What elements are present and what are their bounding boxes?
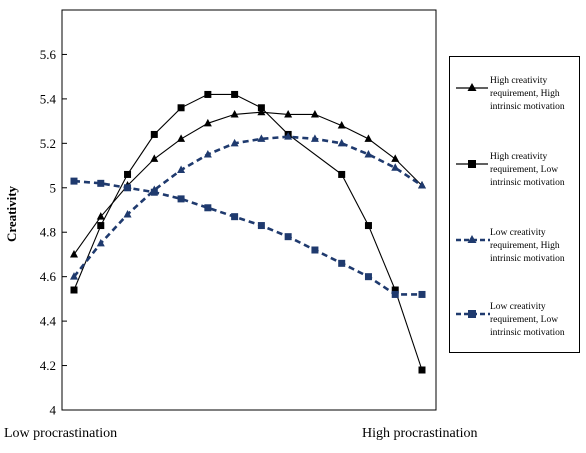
series-3-point (123, 209, 132, 218)
series-4-point (177, 195, 185, 203)
series-1-point (96, 212, 105, 220)
series-2-point (364, 222, 372, 230)
series-2-point (150, 130, 158, 138)
series-line-3 (72, 135, 423, 278)
series-4-point (284, 233, 292, 241)
series-1-point (150, 154, 159, 162)
y-tick-label: 5.2 (40, 136, 56, 151)
legend: High creativity requirement, High intrin… (449, 56, 580, 353)
series-1-point (364, 134, 373, 142)
y-tick-label: 4.8 (40, 225, 56, 240)
series-1-point (70, 249, 78, 258)
legend-item-low-req-high-motivation: Low creativity requirement, High intrins… (450, 223, 581, 283)
y-axis-label: Creativity (4, 185, 19, 242)
series-2-point (124, 170, 132, 178)
series-4-point (150, 188, 158, 196)
legend-label-high-req-high-motivation: High creativity requirement, High intrin… (490, 76, 565, 112)
legend-swatch-solid-square (456, 160, 488, 168)
series-1-point (391, 154, 400, 162)
series-1-point (230, 109, 239, 118)
x-tick-label-high: High procrastination (362, 426, 477, 441)
series-3-point (70, 272, 78, 280)
x-tick-label-low: Low procrastination (4, 426, 117, 441)
legend-item-low-req-low-motivation: Low creativity requirement, Low intrinsi… (450, 297, 581, 357)
series-3-point (391, 163, 400, 171)
series-4-point (338, 259, 346, 267)
series-1-point (203, 118, 212, 127)
legend-swatch-solid-triangle (456, 83, 488, 91)
series-line-1 (73, 111, 423, 255)
series-3-point (310, 134, 319, 142)
series-1-point (284, 109, 293, 118)
series-4-point (97, 179, 105, 187)
series-3-point (364, 149, 373, 158)
legend-swatch-dashed-triangle (456, 235, 490, 243)
series-1-point (177, 134, 186, 142)
y-tick-label: 4.4 (40, 314, 57, 329)
legend-label-high-req-low-motivation: High creativity requirement, Low intrins… (490, 152, 565, 188)
series-3-point (203, 149, 212, 158)
y-tick-label: 5.6 (40, 47, 57, 62)
series-layer (70, 90, 426, 374)
series-2-point (97, 222, 105, 230)
y-tick-label: 4.6 (40, 269, 57, 284)
series-4-point (311, 246, 319, 254)
series-4-point (418, 290, 426, 298)
series-4-point (231, 213, 239, 221)
series-4-point (391, 290, 399, 298)
series-2-point (338, 170, 346, 178)
series-3-point (337, 138, 346, 147)
series-3-point (257, 134, 266, 142)
legend-label-low-req-high-motivation: Low creativity requirement, High intrins… (490, 228, 565, 264)
series-4-point (257, 222, 265, 230)
series-4-point (364, 273, 372, 281)
y-tick-label: 4 (50, 403, 57, 418)
y-axis-ticks: 4 4.2 4.4 4.6 4.8 5 5.2 5.4 5.6 (40, 47, 67, 418)
series-1-point (257, 107, 266, 116)
legend-item-high-req-high-motivation: High creativity requirement, High intrin… (450, 71, 581, 131)
series-4-point (204, 204, 212, 212)
series-line-2 (73, 93, 423, 371)
series-4-point (70, 177, 78, 185)
series-2-point (231, 90, 239, 98)
y-tick-label: 5.4 (40, 91, 57, 106)
series-2-point (391, 286, 399, 294)
series-3-point (418, 181, 426, 189)
legend-label-low-req-low-motivation: Low creativity requirement, Low intrinsi… (490, 302, 565, 338)
series-2-point (70, 286, 78, 294)
series-2-point (177, 104, 185, 112)
plot-area-frame (61, 9, 437, 411)
series-3-point (230, 138, 239, 147)
series-1-point (310, 109, 319, 118)
series-2-point (204, 90, 212, 98)
series-1-point (337, 121, 346, 129)
series-2-point (418, 366, 426, 374)
series-3-point (96, 238, 105, 247)
legend-swatch-dashed-square (456, 310, 490, 318)
series-3-point (284, 132, 293, 140)
series-3-point (177, 165, 186, 173)
legend-item-high-req-low-motivation: High creativity requirement, Low intrins… (450, 147, 581, 207)
y-tick-label: 5 (50, 180, 57, 195)
y-tick-label: 4.2 (40, 358, 56, 373)
series-2-point (257, 104, 265, 112)
series-4-point (124, 184, 132, 192)
